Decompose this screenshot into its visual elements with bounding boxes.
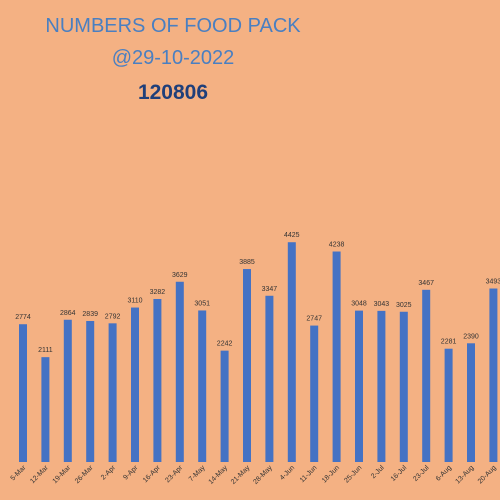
bar xyxy=(310,325,319,462)
bar xyxy=(422,289,431,462)
data-label: 2281 xyxy=(441,339,457,346)
bar xyxy=(108,323,117,462)
data-label: 3048 xyxy=(351,301,367,308)
data-label: 2242 xyxy=(217,341,233,348)
bar xyxy=(131,307,139,462)
data-label: 3051 xyxy=(194,300,210,307)
data-label: 3885 xyxy=(239,259,255,266)
data-label: 2864 xyxy=(60,310,76,317)
data-label: 2747 xyxy=(306,316,322,323)
data-label: 2792 xyxy=(105,313,121,320)
bar xyxy=(63,319,72,462)
bar xyxy=(377,310,386,462)
total: 120806 xyxy=(138,81,208,104)
bar xyxy=(355,310,363,462)
data-label: 2839 xyxy=(82,311,98,318)
bar xyxy=(243,269,251,462)
bar xyxy=(287,242,296,462)
bar xyxy=(332,251,341,462)
data-label: 3493 xyxy=(486,279,500,286)
bar xyxy=(399,311,408,462)
data-label: 3025 xyxy=(396,302,412,309)
bar xyxy=(175,281,184,462)
data-label: 3467 xyxy=(418,280,434,287)
data-label: 4425 xyxy=(284,232,300,239)
bar xyxy=(41,357,50,462)
data-label: 2111 xyxy=(38,347,53,354)
bar xyxy=(467,343,475,462)
data-label: 2390 xyxy=(463,333,479,340)
data-label: 3347 xyxy=(262,286,278,293)
bar xyxy=(220,350,229,462)
data-label: 3043 xyxy=(374,301,390,308)
bar xyxy=(265,295,274,462)
bar xyxy=(153,298,162,462)
bar xyxy=(444,348,453,462)
data-label: 4238 xyxy=(329,242,345,249)
bar xyxy=(198,310,207,462)
bar xyxy=(86,320,95,462)
bar xyxy=(489,288,498,462)
chart-subtitle: @29-10-2022 xyxy=(112,47,235,69)
data-label: 3282 xyxy=(150,289,166,296)
bar xyxy=(19,324,27,462)
data-label: 2774 xyxy=(15,314,31,321)
data-label: 3629 xyxy=(172,272,188,279)
chart-title: NUMBERS OF FOOD PACK xyxy=(45,15,301,37)
data-label: 3110 xyxy=(127,298,142,305)
